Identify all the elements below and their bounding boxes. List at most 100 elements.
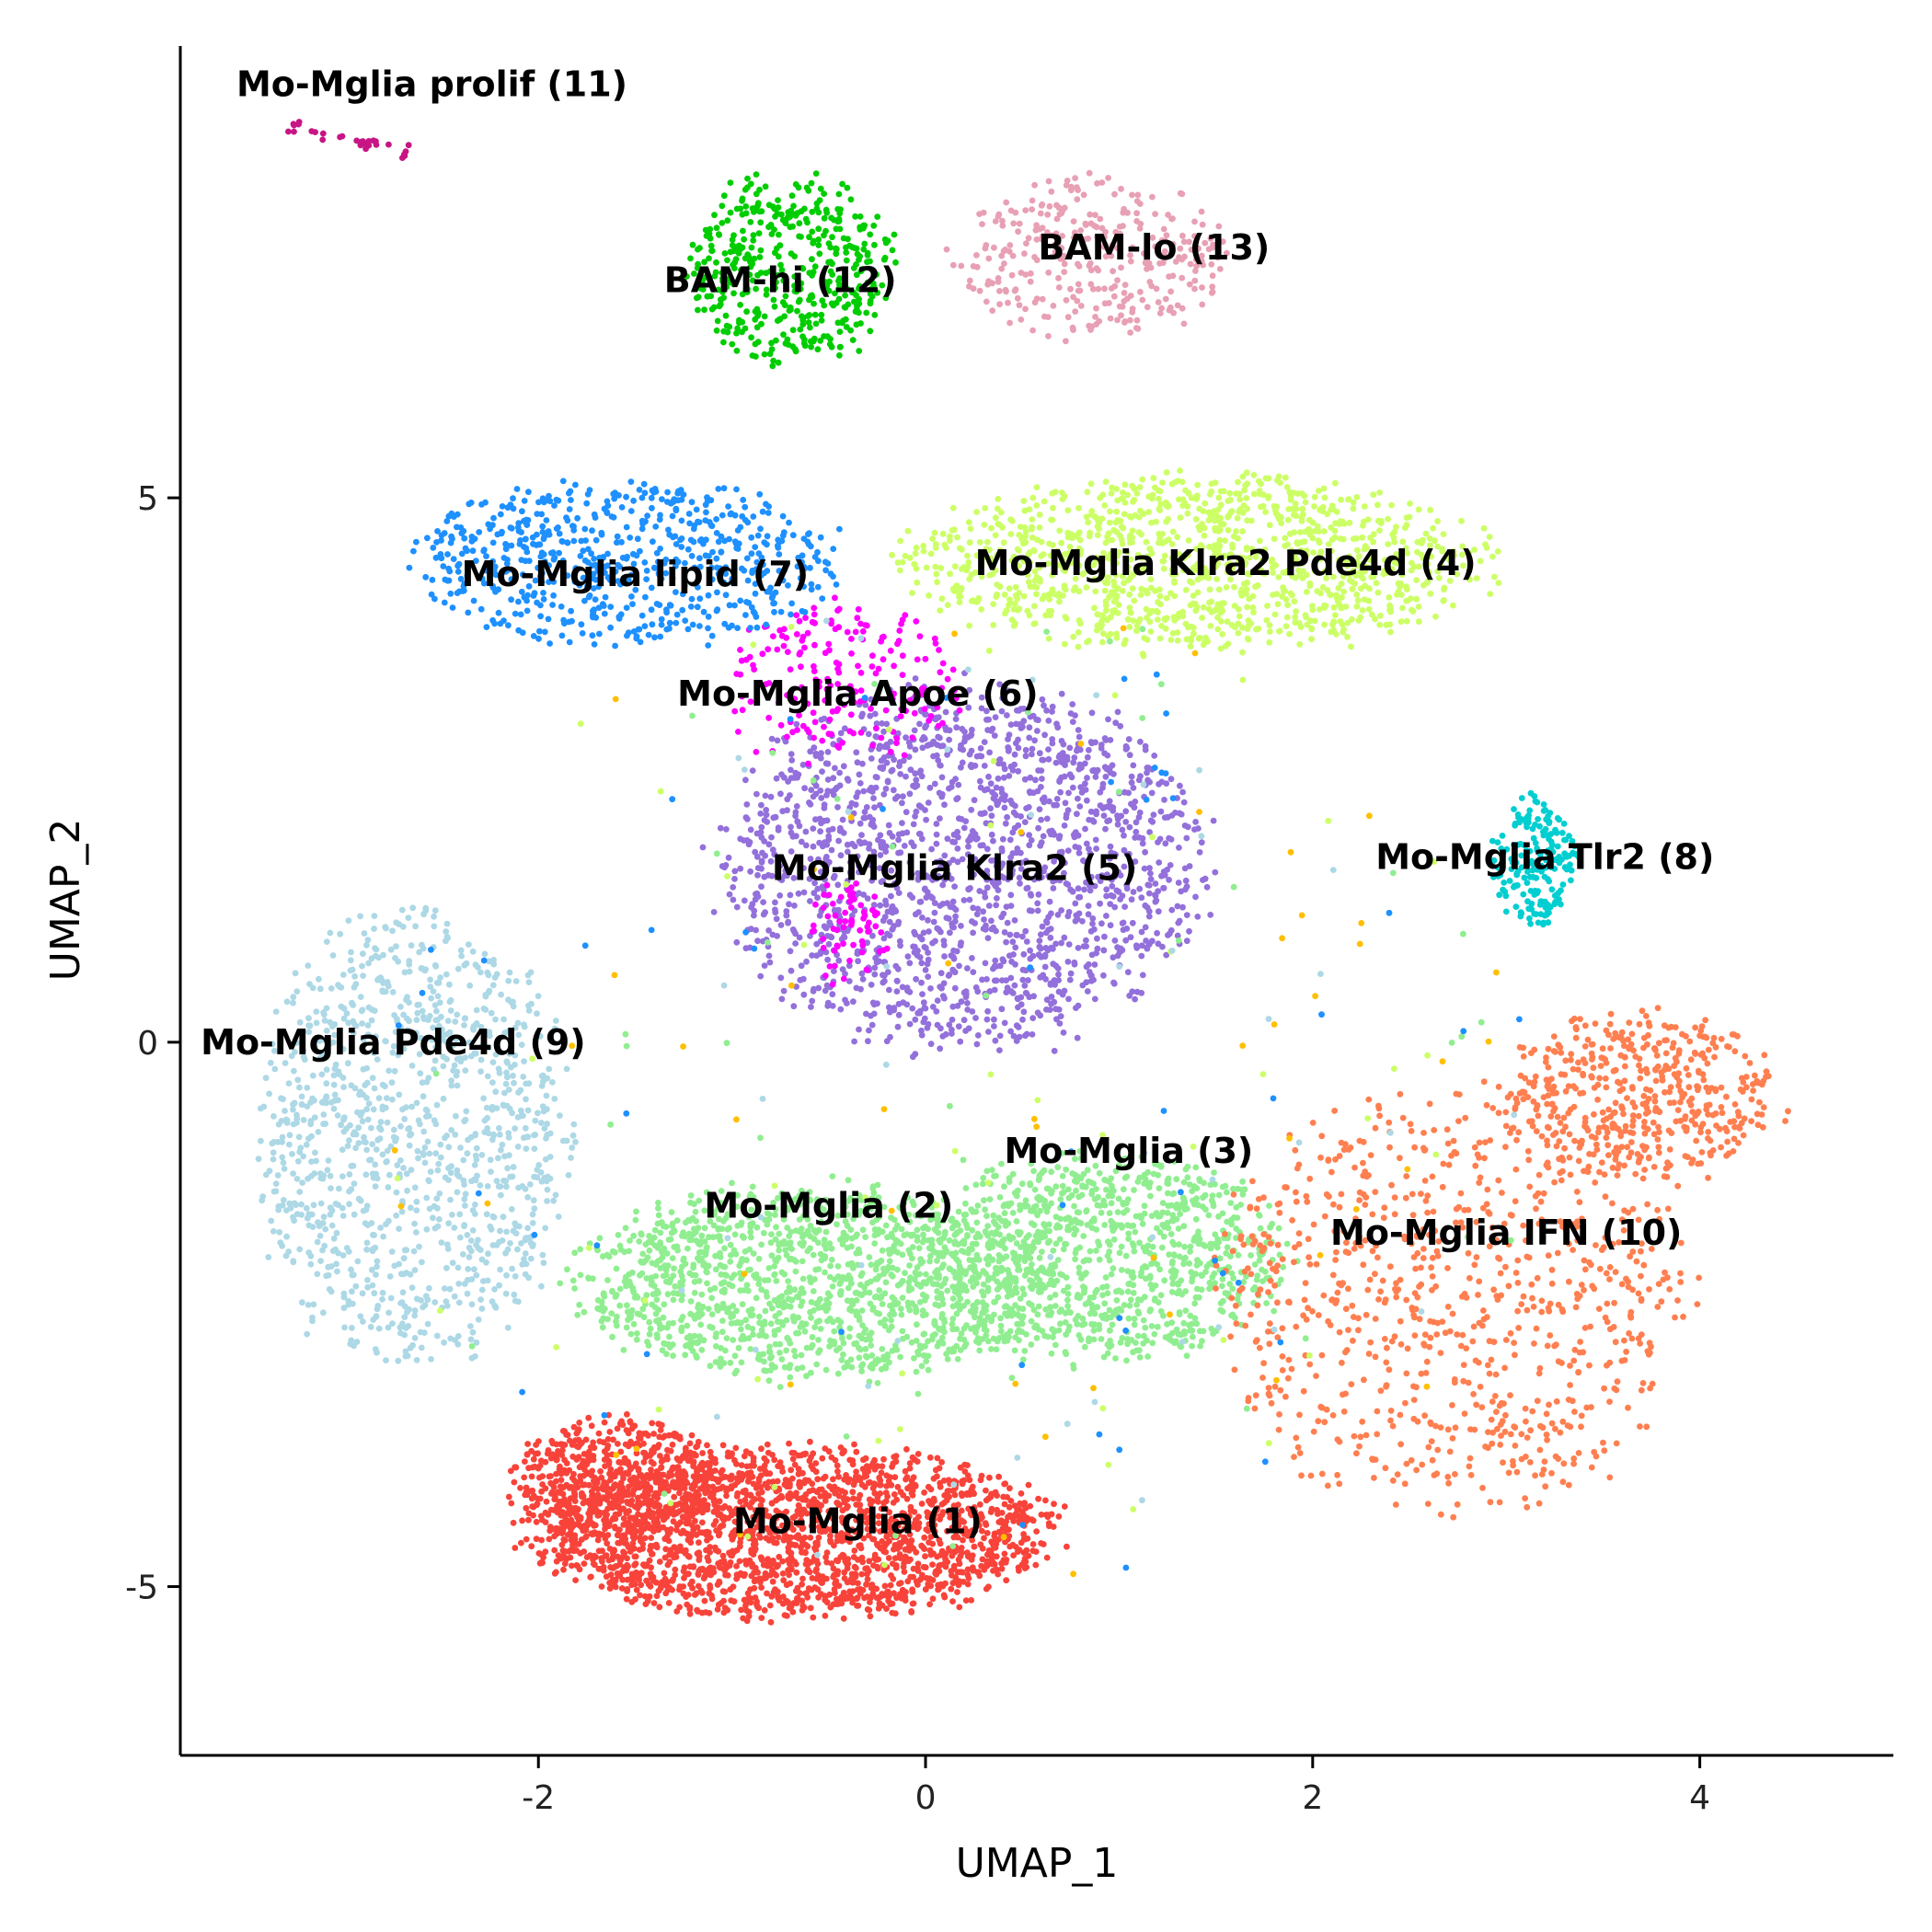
cluster-1-point: [616, 1557, 624, 1564]
cluster-2-point: [761, 1318, 768, 1326]
cluster-2-point: [856, 1354, 863, 1362]
cluster-1-point: [979, 1556, 986, 1563]
cluster-2-point: [897, 1280, 904, 1287]
cluster-1-point: [572, 1577, 579, 1583]
cluster-1-point: [1018, 1539, 1025, 1547]
cluster-3-point: [1142, 1324, 1149, 1331]
cluster-1-point: [771, 1456, 778, 1464]
cluster-1-point: [682, 1547, 689, 1554]
cluster-1-point: [621, 1490, 628, 1498]
cluster-2-point: [773, 1278, 780, 1284]
cluster-1-point: [828, 1454, 835, 1461]
cluster-2-point: [571, 1285, 578, 1292]
cluster-1-point: [827, 1532, 834, 1539]
cluster-2-point: [745, 1335, 753, 1342]
cluster-3-point: [1149, 1285, 1156, 1293]
cluster-1-point: [773, 1572, 780, 1579]
cluster-2-point: [669, 1255, 676, 1261]
cluster-3-point: [1109, 1192, 1116, 1200]
cluster-1-point: [658, 1512, 664, 1519]
cluster-2-point: [645, 1238, 652, 1246]
cluster-1-point: [557, 1483, 564, 1489]
cluster-3-point: [1183, 1352, 1190, 1360]
cluster-1-point: [881, 1582, 889, 1590]
cluster-4-point: [1374, 589, 1382, 596]
cluster-1-point: [718, 1600, 725, 1606]
cluster-1-point: [566, 1485, 573, 1491]
cluster-3-point: [1141, 1202, 1148, 1210]
cluster-3-point: [1261, 1269, 1269, 1275]
cluster-1-point: [709, 1483, 717, 1490]
cluster-3-point: [1218, 1282, 1225, 1290]
cluster-2-point: [633, 1336, 640, 1343]
cluster-1-point: [730, 1548, 738, 1556]
cluster-1-point: [716, 1498, 723, 1505]
cluster-2-point: [614, 1322, 620, 1329]
cluster-1-point: [718, 1485, 724, 1492]
cluster-2-point: [765, 1277, 772, 1283]
cluster-3-point: [1033, 1322, 1041, 1329]
cluster-2-point: [997, 1315, 1004, 1322]
cluster-3-point: [951, 1288, 959, 1295]
cluster-1-point: [1021, 1565, 1029, 1571]
cluster-1-point: [650, 1510, 657, 1516]
cluster-1-point: [653, 1544, 661, 1551]
cluster-1-point: [635, 1500, 642, 1507]
cluster-3-point: [1186, 1321, 1192, 1328]
cluster-1-point: [545, 1512, 552, 1518]
cluster-1-point: [533, 1501, 540, 1509]
cluster-1-point: [572, 1437, 579, 1443]
cluster-1-point: [1050, 1524, 1057, 1530]
cluster-3-point: [1251, 1261, 1259, 1268]
cluster-3-point: [972, 1181, 980, 1189]
cluster-1-point: [842, 1593, 849, 1600]
cluster-3-point: [1165, 1225, 1172, 1232]
cluster-1-point: [1003, 1577, 1010, 1584]
cluster-1-point: [743, 1463, 751, 1470]
cluster-2-point: [696, 1241, 704, 1248]
cluster-4-point: [1486, 534, 1493, 540]
cluster-2-point: [857, 1363, 865, 1370]
cluster-3-point: [1001, 1183, 1007, 1190]
cluster-2-point: [944, 1356, 951, 1363]
cluster-4-point: [1091, 604, 1098, 612]
cluster-2-point: [653, 1296, 661, 1304]
cluster-3-point: [972, 1269, 979, 1276]
cluster-3-point: [1141, 1210, 1148, 1217]
cluster-1-point: [604, 1532, 612, 1538]
cluster-1-point: [865, 1568, 872, 1575]
cluster-3-point: [964, 1232, 971, 1238]
cluster-2-point: [897, 1305, 904, 1312]
cluster-1-point: [701, 1497, 707, 1503]
cluster-2-point: [646, 1318, 653, 1326]
cluster-1-point: [564, 1511, 570, 1517]
cluster-2-point: [892, 1236, 900, 1244]
cluster-1-point: [742, 1487, 749, 1494]
cluster-2-point: [661, 1301, 668, 1308]
cluster-3-point: [1275, 1225, 1282, 1232]
cluster-1-point: [765, 1478, 773, 1486]
cluster-1-point: [825, 1492, 833, 1500]
cluster-2-point: [766, 1300, 773, 1307]
cluster-3-point: [1137, 1272, 1144, 1280]
cluster-1-point: [559, 1520, 567, 1527]
cluster-3-point: [920, 1225, 926, 1232]
cluster-1-point: [761, 1455, 768, 1462]
cluster-3-point: [1056, 1224, 1064, 1231]
cluster-1-point: [786, 1440, 792, 1447]
cluster-3-point: [1269, 1220, 1276, 1227]
cluster-1-point: [528, 1473, 535, 1480]
cluster-1-point: [534, 1495, 541, 1502]
cluster-3-point: [1150, 1170, 1157, 1178]
cluster-2-point: [670, 1352, 676, 1359]
cluster-2-point: [609, 1287, 615, 1294]
cluster-1-point: [942, 1580, 949, 1587]
cluster-2-point: [766, 1343, 773, 1351]
cluster-1-point: [857, 1491, 864, 1499]
cluster-1-point: [1003, 1518, 1009, 1525]
cluster-3-point: [1179, 1291, 1186, 1298]
cluster-1-point: [752, 1541, 759, 1547]
cluster-2-point: [931, 1317, 938, 1325]
cluster-1-point: [699, 1450, 706, 1456]
cluster-1-point: [805, 1585, 812, 1592]
